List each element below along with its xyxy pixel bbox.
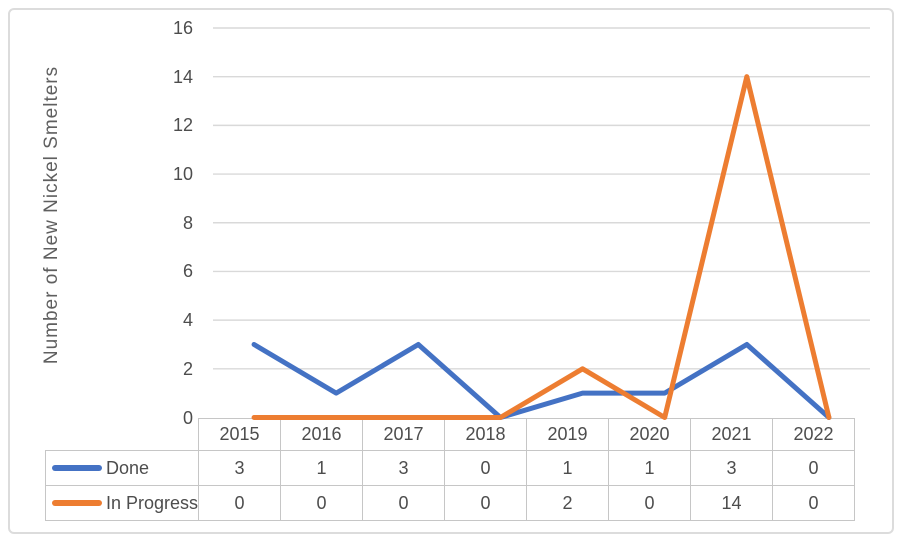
y-tick-label: 14 bbox=[172, 66, 193, 87]
year-header-cell: 2021 bbox=[690, 418, 774, 451]
legend-line-swatch-done bbox=[52, 465, 102, 471]
y-tick-label: 2 bbox=[182, 358, 193, 379]
year-header-row: 2015 2016 2017 2018 2019 2020 2021 2022 bbox=[46, 418, 856, 451]
value-cell: 0 bbox=[362, 485, 446, 521]
series-line-in-progress bbox=[251, 74, 832, 420]
legend-label: Done bbox=[106, 457, 150, 478]
legend-line-swatch-in-progress bbox=[52, 500, 102, 506]
value-cell: 0 bbox=[444, 450, 528, 486]
y-tick-label: 6 bbox=[182, 261, 193, 282]
year-header-cell: 2015 bbox=[198, 418, 282, 451]
value-cell: 0 bbox=[772, 450, 856, 486]
data-table-body: 2015 2016 2017 2018 2019 2020 2021 2022 Done 3 1 3 0… bbox=[44, 418, 856, 521]
value-cell: 3 bbox=[690, 450, 774, 486]
value-cell: 0 bbox=[444, 485, 528, 521]
legend-cell-in-progress: In Progress bbox=[44, 485, 200, 521]
year-header-cell: 2019 bbox=[526, 418, 610, 451]
legend-label: In Progress bbox=[106, 492, 199, 513]
value-cell: 14 bbox=[690, 485, 774, 521]
table-corner-cell bbox=[46, 419, 199, 451]
data-table: 2015 2016 2017 2018 2019 2020 2021 2022 Done 3 1 3 0… bbox=[44, 418, 856, 521]
y-tick-label: 4 bbox=[182, 310, 193, 331]
value-cell: 1 bbox=[526, 450, 610, 486]
value-cell: 2 bbox=[526, 485, 610, 521]
value-cell: 0 bbox=[198, 485, 282, 521]
table-row-in-progress: In Progress 0 0 0 0 2 0 14 0 bbox=[44, 485, 856, 521]
value-cell: 3 bbox=[362, 450, 446, 486]
value-cell: 0 bbox=[608, 485, 692, 521]
value-cell: 0 bbox=[772, 485, 856, 521]
year-header-cell: 2022 bbox=[772, 418, 856, 451]
value-cell: 1 bbox=[280, 450, 364, 486]
year-header-cell: 2020 bbox=[608, 418, 692, 451]
y-tick-label: 10 bbox=[172, 164, 193, 185]
y-tick-label: 12 bbox=[172, 115, 193, 136]
year-header-cell: 2018 bbox=[444, 418, 528, 451]
value-cell: 1 bbox=[608, 450, 692, 486]
y-axis-title: Number of New Nickel Smelters bbox=[41, 65, 62, 365]
y-tick-label: 0 bbox=[182, 407, 193, 428]
legend-cell-done: Done bbox=[44, 450, 200, 486]
series-line-done bbox=[251, 341, 832, 420]
year-header-cell: 2016 bbox=[280, 418, 364, 451]
value-cell: 0 bbox=[280, 485, 364, 521]
table-row-done: Done 3 1 3 0 1 1 3 0 bbox=[44, 450, 856, 486]
y-tick-label: 8 bbox=[182, 212, 193, 233]
year-header-cell: 2017 bbox=[362, 418, 446, 451]
value-cell: 3 bbox=[198, 450, 282, 486]
y-tick-label: 16 bbox=[172, 18, 193, 38]
